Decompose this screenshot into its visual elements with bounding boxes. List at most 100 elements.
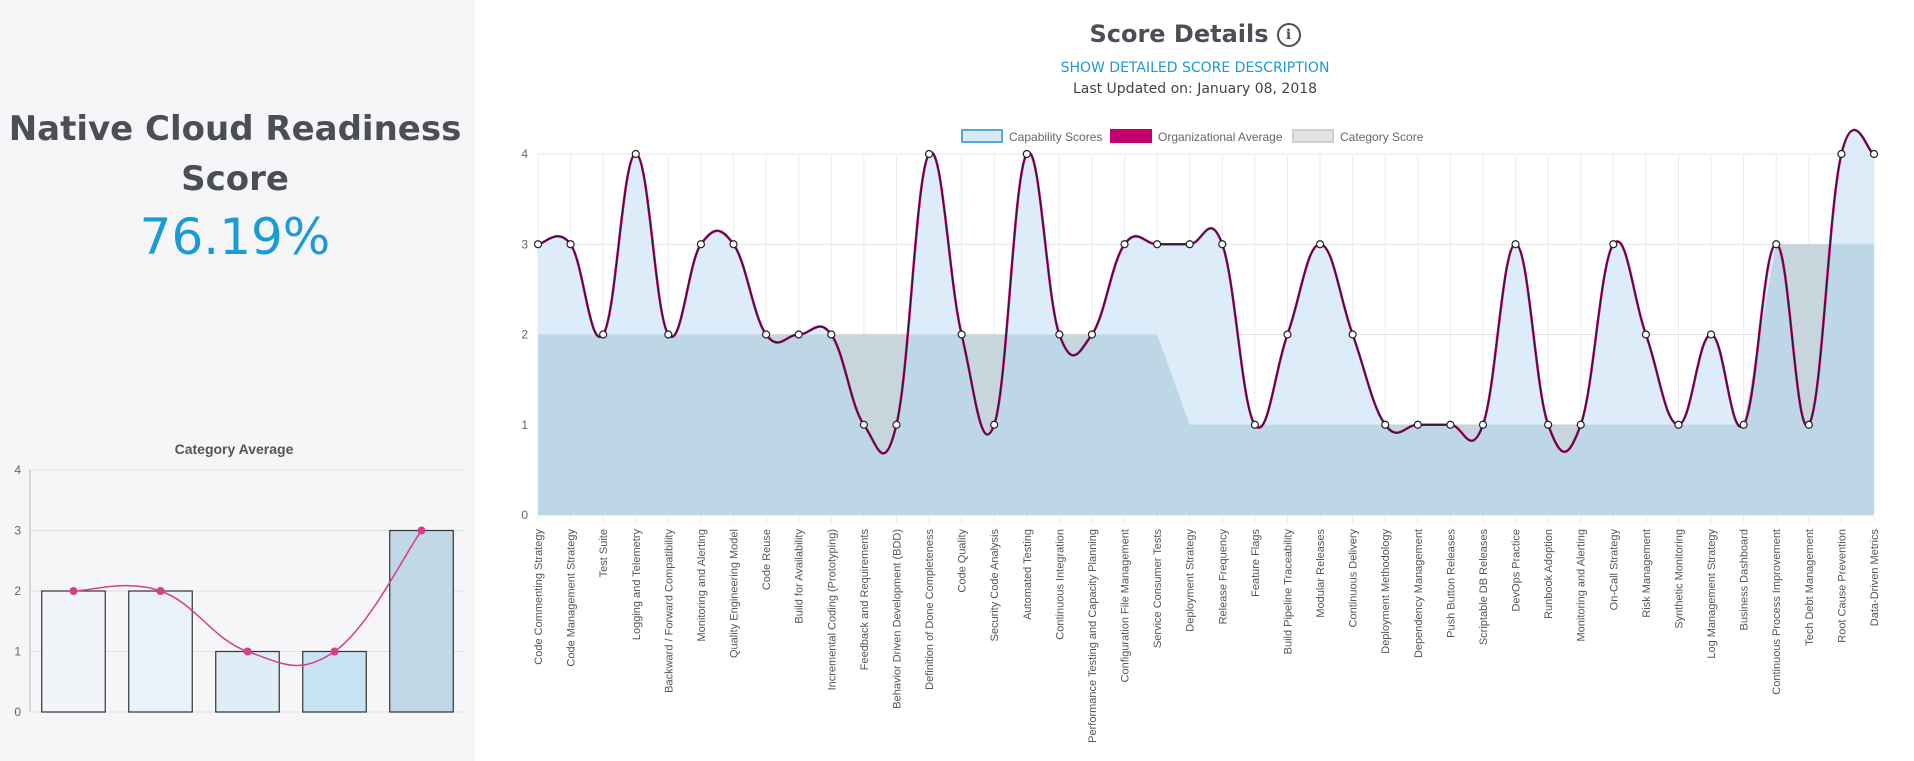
x-tick-label: Deployment Strategy <box>1185 529 1197 632</box>
capability-scores-area <box>538 129 1874 515</box>
score-value: 76.19% <box>139 208 331 266</box>
y-tick-label: 0 <box>521 508 528 522</box>
legend-label: Category Score <box>1340 130 1424 144</box>
x-tick-label: Code Commenting Strategy <box>533 529 545 665</box>
show-description-link[interactable]: SHOW DETAILED SCORE DESCRIPTION <box>1060 60 1330 76</box>
x-tick-label: Feature Flags <box>1250 529 1262 597</box>
x-tick-label: Feedback and Requirements <box>859 529 871 671</box>
x-tick-label: Performance Testing and Capacity Plannin… <box>1087 529 1099 743</box>
data-point <box>1250 420 1259 429</box>
category-average-line <box>73 530 423 667</box>
data-point <box>664 330 673 339</box>
chart-title: Category Average <box>175 441 294 457</box>
data-point <box>1576 420 1585 429</box>
bar <box>302 650 367 713</box>
score-details-title: Score Details i <box>1070 20 1320 48</box>
line-point <box>243 647 252 656</box>
y-tick-label: 2 <box>14 584 21 598</box>
data-point <box>990 420 999 429</box>
legend-label: Capability Scores <box>1009 130 1102 144</box>
line-point <box>330 647 339 656</box>
bar <box>128 590 193 713</box>
line-point <box>69 587 78 595</box>
x-tick-label: Security Code Analysis <box>989 529 1001 642</box>
info-icon[interactable]: i <box>1276 23 1301 47</box>
data-point <box>1218 240 1227 249</box>
x-tick-label: Data-Driven Metrics <box>1869 529 1881 627</box>
x-tick-label: Code Quality <box>957 529 969 593</box>
data-point <box>1315 240 1325 249</box>
data-point <box>1511 240 1520 249</box>
x-tick-label: Quality Engineering Model <box>729 529 741 658</box>
x-tick-label: Synthetic Monitoring <box>1673 529 1685 629</box>
y-tick-label: 1 <box>521 418 528 432</box>
y-tick-label: 4 <box>14 463 21 477</box>
x-tick-label: DevOps Practice <box>1511 529 1523 612</box>
data-point <box>761 330 771 339</box>
x-tick-label: Configuration File Management <box>1120 529 1132 682</box>
x-tick-label: Continuous Delivery <box>1348 529 1360 628</box>
x-tick-label: On-Call Strategy <box>1608 529 1620 611</box>
data-point <box>1609 240 1618 249</box>
x-tick-label: Behavior Driven Development (BDD) <box>891 529 903 709</box>
data-point <box>859 420 868 429</box>
score-title: Native Cloud Readiness Score <box>8 109 462 199</box>
data-point <box>957 330 966 339</box>
x-tick-label: Push Button Releases <box>1445 529 1457 638</box>
last-updated: Last Updated on: January 08, 2018 <box>1072 81 1318 97</box>
x-tick-label: Monitoring and Alerting <box>696 529 708 642</box>
x-tick-label: Definition of Done Completeness <box>924 529 936 690</box>
x-tick-label: Tech Debt Management <box>1804 529 1816 646</box>
data-point <box>566 240 575 249</box>
data-point <box>1120 240 1129 249</box>
x-tick-label: Log Management Strategy <box>1706 529 1718 659</box>
data-point <box>1641 330 1651 339</box>
x-tick-label: Service Consumer Tests <box>1152 529 1164 649</box>
bar <box>389 529 454 713</box>
data-point <box>533 240 543 249</box>
x-tick-label: Logging and Telemetry <box>631 529 643 641</box>
bar <box>41 590 106 713</box>
score-details-label: Score Details <box>1089 20 1269 48</box>
x-tick-label: Build for Availability <box>794 529 806 624</box>
legend-label: Organizational Average <box>1158 130 1283 144</box>
x-tick-label: Code Management Strategy <box>566 529 578 667</box>
x-tick-label: Backward / Forward Compatibility <box>663 529 675 693</box>
x-tick-label: Runbook Adoption <box>1543 529 1555 619</box>
data-point <box>1869 149 1879 159</box>
data-point <box>1446 420 1455 429</box>
data-point <box>1804 420 1813 429</box>
data-point <box>1837 149 1846 159</box>
x-tick-label: Deployment Methodology <box>1380 529 1392 654</box>
data-point <box>1283 330 1292 339</box>
data-point <box>1674 420 1683 429</box>
x-tick-label: Continuous Integration <box>1054 529 1066 640</box>
y-tick-label: 3 <box>521 237 528 251</box>
y-tick-label: 2 <box>521 328 528 342</box>
score-panel: Native Cloud Readiness Score 76.19% Cate… <box>0 0 475 761</box>
x-tick-label: Continuous Process Improvement <box>1771 529 1783 695</box>
y-tick-label: 4 <box>521 147 528 161</box>
capability-scores-chart: Capability Scores Organizational Average C… <box>521 128 1881 743</box>
data-point <box>1706 330 1716 339</box>
legend-swatch <box>1110 129 1152 143</box>
data-point <box>599 330 608 339</box>
data-point <box>1087 330 1097 339</box>
line-point <box>417 526 426 535</box>
data-point <box>924 149 934 159</box>
y-tick-label: 1 <box>14 645 21 659</box>
legend-swatch <box>1292 129 1334 143</box>
x-tick-label: Risk Management <box>1641 529 1653 618</box>
x-tick-label: Code Reuse <box>761 529 773 590</box>
data-point <box>794 330 803 339</box>
data-point <box>696 240 706 249</box>
x-tick-label: Build Pipeline Traceability <box>1282 529 1294 655</box>
bar <box>215 650 280 713</box>
x-tick-label: Business Dashboard <box>1739 529 1751 631</box>
data-point <box>1413 420 1422 429</box>
x-tick-label: Monitoring and Alerting <box>1576 529 1588 642</box>
data-point <box>1772 240 1781 249</box>
data-point <box>827 330 836 339</box>
data-point <box>729 240 738 249</box>
x-tick-label: Scriptable DB Releases <box>1478 529 1490 646</box>
